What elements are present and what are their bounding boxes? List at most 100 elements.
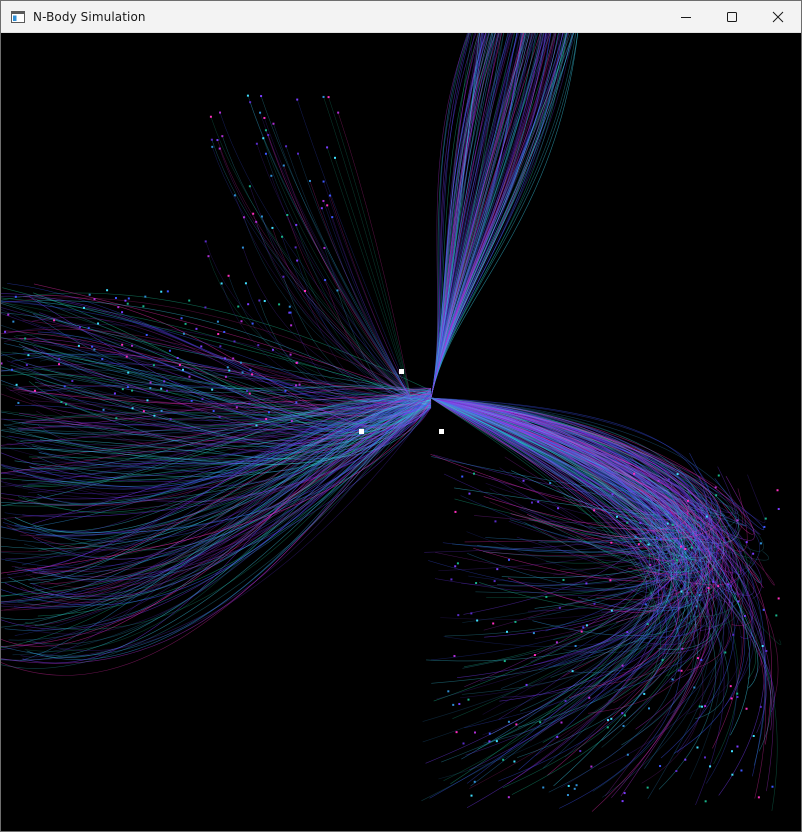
particle <box>707 586 710 589</box>
particle <box>539 721 542 724</box>
particle-trail <box>430 397 650 702</box>
particle <box>53 319 56 322</box>
particle-trail <box>25 399 432 423</box>
particle <box>285 145 288 148</box>
particle <box>294 246 297 249</box>
particle <box>264 129 267 132</box>
particle-trail <box>212 146 412 399</box>
particle <box>176 356 179 359</box>
particle <box>219 111 222 114</box>
particle-trail <box>6 360 432 445</box>
particle <box>15 383 18 386</box>
particle <box>257 344 260 347</box>
particle-trail <box>40 399 432 585</box>
particle <box>224 375 227 378</box>
particle-trail <box>271 175 412 399</box>
particle <box>647 707 650 710</box>
particle <box>216 139 219 142</box>
particle-trail <box>267 134 412 399</box>
particle-trail <box>430 397 686 750</box>
particle-trail <box>33 283 432 400</box>
particle-trail <box>28 381 432 427</box>
particle-trail <box>430 397 724 609</box>
particle <box>549 482 552 485</box>
particle-trail <box>326 147 412 399</box>
particle-trail <box>1 393 432 596</box>
title-bar[interactable]: N-Body Simulation <box>1 1 801 33</box>
particle <box>450 578 453 581</box>
particle-trail <box>430 33 557 399</box>
particle <box>717 474 720 477</box>
particle <box>676 559 679 562</box>
particle-trail <box>18 385 432 408</box>
particle <box>27 354 30 357</box>
central-bodies <box>359 369 444 434</box>
particle-trail <box>430 397 682 809</box>
particle-trail <box>6 390 432 551</box>
particle <box>149 387 152 390</box>
particle <box>326 204 329 207</box>
minimize-button[interactable] <box>663 1 709 32</box>
particle <box>649 563 652 566</box>
particle-trail <box>430 397 665 579</box>
particle <box>249 101 252 104</box>
app-window-icon <box>10 9 26 25</box>
particle-trail <box>4 338 432 432</box>
particle-trail <box>430 33 528 399</box>
particle <box>696 657 699 660</box>
particle <box>258 299 261 302</box>
particle <box>496 568 499 571</box>
particle <box>502 758 505 761</box>
particle-trail <box>430 397 670 556</box>
particle-trail <box>430 397 707 638</box>
particle-trail <box>14 401 432 636</box>
particle <box>130 344 133 347</box>
particle <box>260 215 263 218</box>
particle-trail <box>1 406 432 650</box>
particle-trail <box>430 397 658 539</box>
particle-trail <box>222 136 412 399</box>
particle-trail <box>430 397 700 561</box>
particle-trail <box>430 397 689 661</box>
particle <box>278 303 281 306</box>
particle <box>226 366 229 369</box>
particle <box>560 721 563 724</box>
particle <box>304 290 307 293</box>
particle-trail <box>430 397 656 571</box>
particle <box>17 401 20 404</box>
particle-trail <box>326 205 412 399</box>
particle-trail <box>430 397 677 631</box>
particle <box>4 330 7 333</box>
particle-trail <box>21 394 432 482</box>
particle <box>730 585 733 588</box>
particle-trail <box>205 241 412 399</box>
particle <box>590 765 593 768</box>
particle <box>675 770 678 773</box>
central-body <box>439 429 444 434</box>
particle <box>204 306 207 309</box>
particle-trail <box>430 397 755 684</box>
particle-trail <box>13 336 432 401</box>
particle-trail <box>430 397 739 765</box>
particle-trail <box>430 397 755 535</box>
simulation-canvas[interactable] <box>1 33 801 831</box>
particle-trail <box>19 405 432 431</box>
particle <box>453 654 456 657</box>
particle-trail <box>1 400 432 602</box>
particle <box>126 386 129 389</box>
particle-trail <box>430 397 699 563</box>
particle-trail <box>430 397 775 712</box>
particle-trail <box>11 388 432 448</box>
particle <box>145 333 148 336</box>
particle <box>533 654 536 657</box>
particle <box>681 647 684 650</box>
particle-trail <box>430 33 532 399</box>
particle-trail <box>430 397 665 687</box>
maximize-button[interactable] <box>709 1 755 32</box>
particle <box>260 95 263 98</box>
particle-trail <box>430 397 770 561</box>
particle <box>626 753 629 756</box>
particle <box>166 389 169 392</box>
close-button[interactable] <box>755 1 801 32</box>
particle-trail <box>28 393 432 581</box>
